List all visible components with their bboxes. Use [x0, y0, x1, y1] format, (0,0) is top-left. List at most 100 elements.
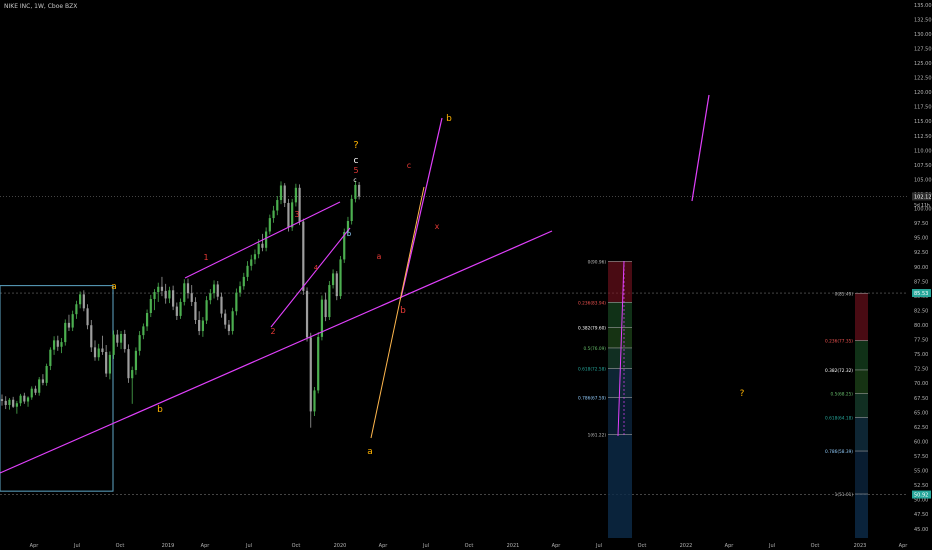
candle-body [224, 313, 227, 325]
candle-body [127, 349, 130, 379]
upper-channel-trendline[interactable] [184, 201, 341, 279]
candle-body [52, 340, 56, 350]
price-tick-label: 50.00 [914, 498, 928, 504]
time-tick-label: 2022 [680, 543, 693, 549]
candle-body [328, 285, 331, 318]
fib-2-zone [855, 451, 868, 495]
price-tick-label: 70.00 [914, 381, 928, 387]
candles-layer [0, 180, 361, 428]
fib-1-level-label: 0.236(83.94) [578, 300, 606, 306]
candle-body [49, 349, 52, 366]
fib-1-level-label: 0.5(76.09) [584, 346, 607, 352]
price-tick-label: 97.50 [914, 221, 928, 227]
price-tick-label: 122.50 [914, 76, 932, 82]
candle-body [242, 276, 245, 287]
fib-1-extension-zone [608, 434, 632, 550]
candle-body [294, 187, 297, 203]
price-tick-label: 75.00 [914, 352, 928, 358]
fib-2-zone [855, 417, 868, 452]
candle-body [60, 342, 63, 347]
time-tick-label: Apr [30, 543, 40, 549]
candle-body [205, 300, 208, 321]
time-tick-label: Apr [201, 543, 211, 549]
time-tick-label: Oct [116, 543, 125, 549]
time-tick-label: 2023 [854, 543, 867, 549]
rectangle-layer[interactable] [0, 285, 114, 492]
candle-body [119, 333, 123, 343]
candle-body [343, 232, 346, 260]
candle-body [179, 301, 182, 316]
time-tick-label: Jul [245, 543, 252, 549]
fib-1-diagonal-line[interactable] [617, 260, 625, 437]
candle-body [112, 334, 115, 355]
candle-body [160, 286, 164, 291]
fib-2-level-label: 0.786(58.39) [825, 449, 853, 455]
wave-label: 5 [353, 166, 358, 175]
wave-label: c [354, 156, 359, 166]
candle-body [56, 340, 59, 347]
price-tick-label: 55.00 [914, 469, 928, 475]
candle-body [298, 187, 301, 222]
level-price-label: 50.92 [914, 493, 928, 499]
candle-body [265, 231, 268, 248]
level-price-label-bg [912, 490, 931, 499]
candle-body [216, 284, 219, 297]
wave-label: 3 [294, 210, 299, 219]
long-support-trendline[interactable] [0, 230, 553, 474]
price-axis[interactable]: 135.00 132.50 130.00 127.50 125.00 122.50 120.… [908, 0, 932, 550]
fib-retracement-layer[interactable]: 0(90.96) 0.236(83.94) 0.382(79.60) 0.5(76.0… [578, 259, 868, 550]
fib-1-level-label: 1(61.22) [588, 433, 607, 439]
candle-body [309, 337, 312, 412]
candle-body [67, 322, 71, 328]
time-tick-label: Apr [379, 543, 389, 549]
candle-body [272, 210, 275, 219]
time-tick-label: Oct [465, 543, 474, 549]
wave-label: x [435, 222, 440, 231]
candle-body [235, 292, 238, 312]
candle-body [8, 399, 11, 405]
inner-trendline[interactable] [270, 227, 351, 328]
rectangle-drawing[interactable] [0, 285, 114, 492]
trendlines-layer[interactable] [0, 94, 710, 474]
candle-body [227, 324, 231, 332]
price-tick-label: 105.00 [914, 177, 932, 183]
time-tick-label: Apr [725, 543, 735, 549]
candle-body [246, 265, 249, 277]
price-tick-label: 77.50 [914, 338, 928, 344]
price-tick-label: 112.50 [914, 134, 932, 140]
fib-2-level-label: 0.382(72.32) [825, 368, 853, 374]
time-axis[interactable]: Apr Jul Oct 2019 Apr Jul Oct 2020 Apr Jul Oct 2021 A… [0, 538, 908, 550]
orange-trendline[interactable] [370, 186, 425, 439]
current-price-label-bg [912, 192, 931, 201]
fib-1-level-label: 0.618(72.58) [578, 366, 606, 372]
candle-body [123, 333, 126, 350]
price-tick-label: 100.00 [914, 207, 932, 213]
candle-body [183, 283, 186, 302]
candle-body [339, 259, 342, 297]
time-tick-label: Jul [768, 543, 775, 549]
fib-2-level-label: 0.618(64.18) [825, 415, 853, 421]
candle-body [331, 273, 335, 286]
price-tick-label: 60.00 [914, 439, 928, 445]
candle-body [335, 273, 338, 297]
time-tick-label: 2021 [507, 543, 520, 549]
time-tick-label: Apr [552, 543, 562, 549]
candle-body [145, 312, 149, 327]
time-tick-label: Oct [292, 543, 301, 549]
price-tick-label: 115.00 [914, 119, 932, 125]
fib-2-level-label: 0.5(68.25) [831, 392, 854, 398]
fib-2-level-label: 0(85.49) [835, 291, 854, 297]
wave-label: c [353, 177, 356, 184]
candle-body [71, 314, 74, 328]
time-tick-label: Jul [73, 543, 80, 549]
candle-body [45, 365, 48, 383]
candle-body [101, 348, 104, 353]
projection-trendline[interactable] [691, 94, 710, 202]
steep-trendline[interactable] [400, 117, 443, 299]
price-tick-label: 57.50 [914, 454, 928, 460]
time-tick-label: Oct [638, 543, 647, 549]
candle-body [279, 185, 283, 201]
candle-body [276, 200, 279, 211]
price-tick-label: 87.50 [914, 279, 928, 285]
